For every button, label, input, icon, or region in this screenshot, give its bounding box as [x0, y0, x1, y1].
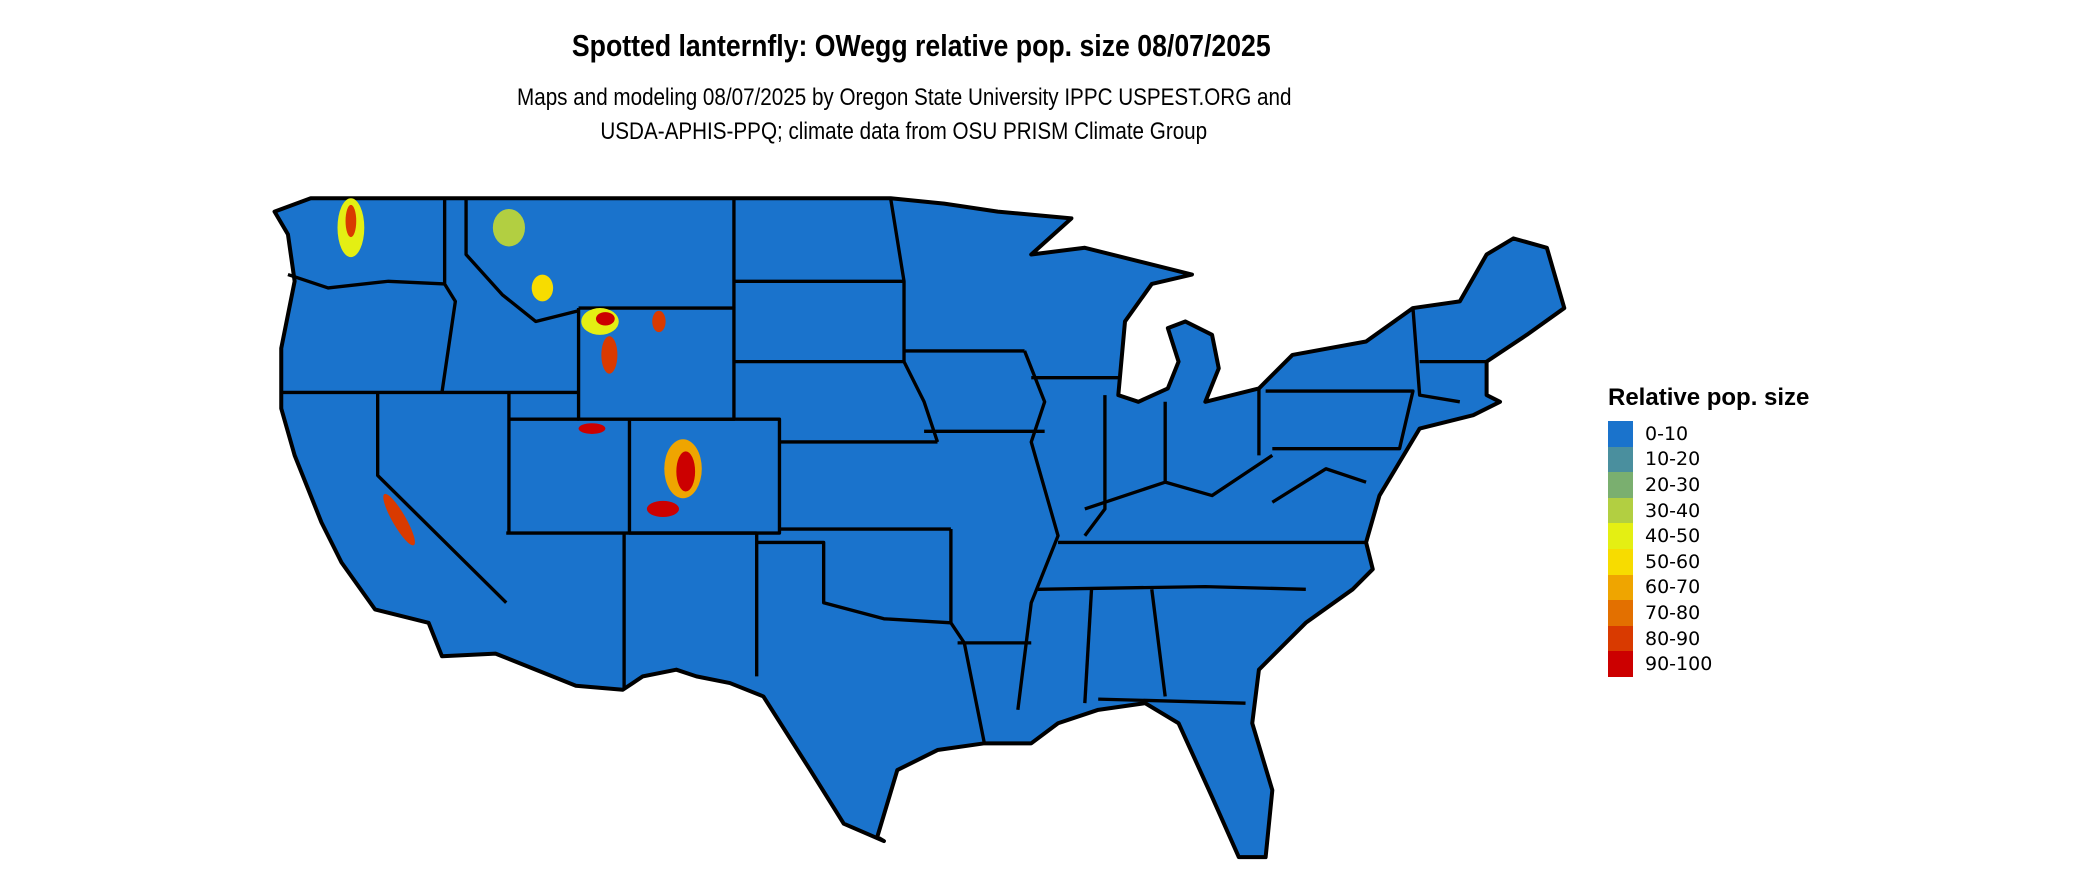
legend-swatch — [1608, 497, 1633, 524]
legend-swatch — [1608, 446, 1633, 473]
legend-swatch — [1608, 651, 1633, 677]
legend-item: 20-30 — [1608, 472, 1809, 498]
border-ok-pan — [756, 529, 953, 625]
legend-swatch — [1608, 548, 1633, 575]
border-ny — [1411, 307, 1461, 404]
border-va-md — [1271, 467, 1367, 504]
hotspot-yellowstone-core — [595, 312, 615, 326]
legend-label: 90-100 — [1645, 653, 1713, 676]
hotspot-uintas — [578, 423, 606, 434]
hotspot-san-juans — [646, 500, 680, 517]
map-title-text: Spotted lanternfly: OWegg relative pop. … — [571, 28, 1271, 63]
legend-swatch — [1608, 523, 1633, 549]
border-tn-south — [1037, 584, 1306, 591]
border-ohio-river — [1084, 453, 1274, 511]
map-title: Spotted lanternfly: OWegg relative pop. … — [0, 28, 1842, 64]
legend-label: 80-90 — [1645, 627, 1701, 650]
legend-swatch — [1608, 421, 1633, 447]
hotspot-bighorns — [652, 310, 666, 333]
legend-swatch — [1608, 600, 1633, 626]
subtitle-line-1-text: Maps and modeling 08/07/2025 by Oregon S… — [516, 84, 1292, 111]
border-wa-id — [440, 198, 458, 393]
hotspot-co-rockies-core — [676, 451, 696, 492]
legend-item: 40-50 — [1608, 523, 1809, 549]
legend-label: 60-70 — [1645, 576, 1701, 599]
state-borders — [281, 197, 1487, 744]
border-id-mt — [464, 198, 579, 324]
legend-item: 70-80 — [1608, 600, 1809, 626]
legend-item: 10-20 — [1608, 446, 1809, 473]
legend-label: 70-80 — [1645, 601, 1701, 624]
border-ms-al — [1083, 589, 1094, 704]
legend-swatch — [1608, 574, 1633, 601]
legend-item: 90-100 — [1608, 651, 1809, 677]
border-pa — [1265, 389, 1415, 451]
legend-swatch — [1608, 472, 1633, 498]
border-al-ga — [1150, 589, 1167, 697]
border-dakotas-east — [888, 197, 940, 443]
legend-title: Relative pop. size — [1608, 384, 1810, 411]
border-mississippi — [1016, 350, 1060, 711]
subtitle-line-2-text: USDA-APHIS-PPQ; climate data from OSU PR… — [600, 118, 1208, 145]
legend-label: 10-20 — [1645, 448, 1701, 471]
hotspot-sierra-nevada — [383, 493, 415, 546]
legend-swatch — [1608, 625, 1633, 652]
border-fl-north — [1098, 697, 1246, 705]
border-colorado — [627, 417, 782, 535]
subtitle-line-2: USDA-APHIS-PPQ; climate data from OSU PR… — [0, 118, 1808, 146]
legend-item: 50-60 — [1608, 548, 1809, 575]
border-ca-nv — [376, 392, 508, 604]
border-wa-or — [287, 272, 445, 290]
hotspot-wy-ranges — [601, 336, 618, 374]
legend-label: 0-10 — [1645, 422, 1689, 445]
legend-items: 0-10 10-20 20-30 30-40 40-50 50-60 60-70 70-80 8… — [1608, 421, 1809, 677]
legend-label: 30-40 — [1645, 499, 1701, 522]
legend-label: 40-50 — [1645, 525, 1701, 548]
legend-item: 60-70 — [1608, 574, 1809, 601]
hotspot-wa-cascades-core — [345, 204, 357, 238]
legend-item: 80-90 — [1608, 625, 1809, 652]
legend-item: 30-40 — [1608, 497, 1809, 524]
legend-label: 20-30 — [1645, 473, 1701, 496]
border-il-in — [1083, 395, 1107, 537]
hotspot-idaho — [492, 208, 525, 247]
hotspot-patches — [337, 198, 702, 546]
hotspot-id-mt — [531, 274, 554, 302]
subtitle-line-1: Maps and modeling 08/07/2025 by Oregon S… — [0, 84, 1808, 112]
legend: Relative pop. size 0-10 10-20 20-30 30-40 40… — [1608, 384, 1809, 677]
legend-item: 0-10 — [1608, 421, 1809, 447]
legend-label: 50-60 — [1645, 550, 1701, 573]
